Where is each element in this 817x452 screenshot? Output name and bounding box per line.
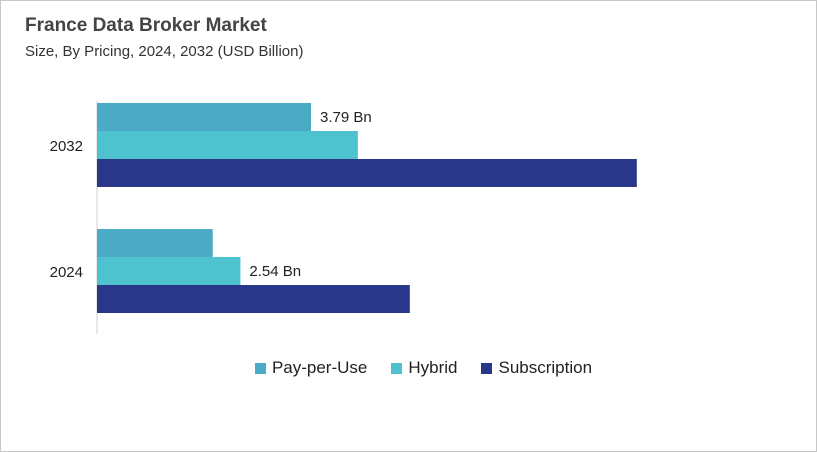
legend-swatch [391,362,403,374]
legend-swatch [254,362,266,374]
bar-pay-per-use-2032 [97,103,311,131]
bar-subscription-2024 [97,285,410,313]
bar-subscription-2032 [97,159,637,187]
legend-label: Pay-per-Use [271,358,368,377]
legend-swatch [481,362,493,374]
data-label-2032: 3.79 Bn [320,109,372,126]
bar-hybrid-2024 [97,257,241,285]
category-label-2024: 2024 [50,264,83,281]
legend-item-hybrid: Hybrid [391,358,457,378]
data-label-2024: 2.54 Bn [249,263,301,280]
category-label-2032: 2032 [50,138,83,155]
legend-item-subscription: Subscription [481,358,592,378]
legend-item-pay-per-use: Pay-per-Use [254,358,368,378]
bar-pay-per-use-2024 [97,229,213,257]
legend-label: Subscription [498,358,593,377]
legend: Pay-per-Use Hybrid Subscription [1,358,816,378]
chart-subtitle: Size, By Pricing, 2024, 2032 (USD Billio… [25,43,304,60]
chart-title: France Data Broker Market [25,15,267,36]
bar-hybrid-2032 [97,131,358,159]
legend-label: Hybrid [408,358,458,377]
